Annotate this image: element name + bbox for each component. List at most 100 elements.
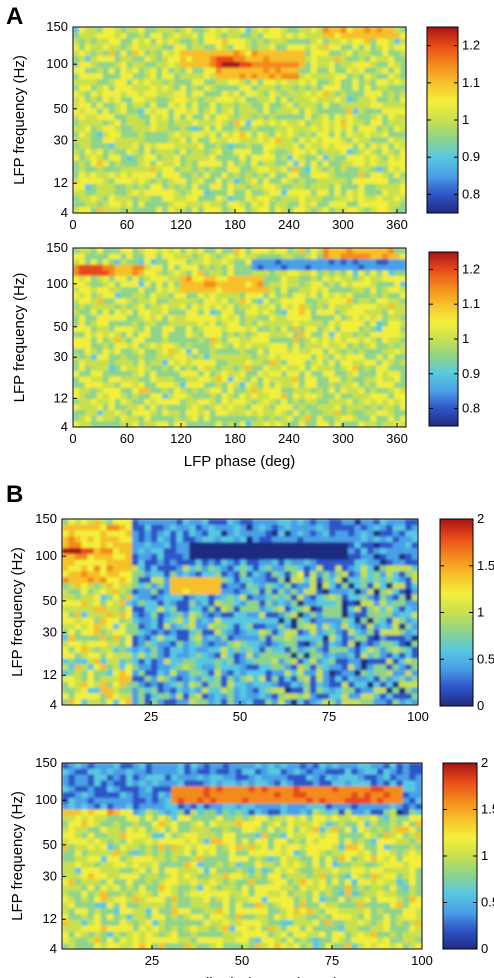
heatmap-cell [233,102,241,109]
heatmap-cell [73,287,80,294]
heatmap-cell [328,85,336,92]
heatmap-cell [298,131,306,139]
heatmap-cell [191,303,199,311]
colorbar-tick-label: 1 [462,331,469,346]
heatmap-cell [96,143,104,150]
heatmap-cell [290,652,298,660]
heatmap-cell [298,38,306,46]
heatmap-cell [215,90,223,98]
heatmap-cell [156,114,163,121]
heatmap-cell [120,85,128,92]
heatmap-cell [281,102,288,109]
heatmap-cell [73,125,80,133]
heatmap-cell [322,298,330,305]
heatmap-cell [170,670,178,677]
heatmap-cell [100,629,108,636]
heatmap-cell [394,50,401,57]
heatmap-cell [176,646,184,654]
heatmap-cell [144,641,152,648]
heatmap-cell [102,281,110,288]
heatmap-cell [370,73,377,80]
heatmap-cell [203,96,211,104]
heatmap-cell [197,102,205,109]
heatmap-cell [257,376,264,383]
heatmap-cell [370,85,377,92]
heatmap-cell [263,90,270,98]
heatmap-cell [214,582,222,590]
heatmap-cell [290,658,298,665]
heatmap-cell [78,399,86,406]
heatmap-cell [221,281,229,288]
heatmap-cell [144,137,151,144]
heatmap-cell [352,259,360,266]
heatmap-cell [293,183,300,191]
heatmap-cell [120,415,128,422]
heatmap-cell [233,606,241,613]
heatmap-cell [78,137,86,144]
heatmap-cell [114,73,122,80]
heatmap-cell [191,315,199,322]
heatmap-cell [102,348,110,355]
heatmap-cell [281,287,288,294]
heatmap-cell [376,131,383,139]
heatmap-cell [221,287,229,294]
heatmap-cell [73,143,80,150]
heatmap-cell [90,195,98,202]
heatmap-cell [346,354,354,361]
heatmap-cell [278,565,286,572]
heatmap-cell [281,354,288,361]
y-tick-label: 12 [54,175,68,190]
heatmap-cell [221,343,229,350]
heatmap-cell [156,359,163,367]
heatmap-cell [189,606,197,613]
heatmap-cell [74,693,82,700]
heatmap-cell [215,44,223,51]
heatmap-cell [87,664,95,671]
heatmap-cell [400,90,406,98]
heatmap-cell [96,253,104,260]
heatmap-cell [78,195,86,202]
heatmap-cell [203,343,211,350]
heatmap-cell [394,287,401,294]
heatmap-cell [263,348,270,355]
heatmap-cell [316,79,324,86]
heatmap-cell [233,108,241,115]
heatmap-cell [227,275,235,283]
heatmap-cell [275,108,282,115]
heatmap-cell [126,149,134,156]
heatmap-cell [316,559,324,567]
heatmap-cell [201,699,209,705]
heatmap-cell [119,687,127,694]
heatmap-cell [215,281,223,288]
heatmap-cell [197,85,205,92]
heatmap-cell [93,629,101,636]
heatmap-cell [322,85,330,92]
heatmap-cell [90,270,98,277]
heatmap-cell [203,125,211,133]
x-tick-label: 300 [332,431,354,446]
heatmap-cell [185,38,193,46]
heatmap-cell [310,259,318,266]
heatmap-cell [185,166,193,173]
heatmap-cell [180,166,187,173]
heatmap-cell [334,114,342,121]
heatmap-cell [203,264,211,271]
heatmap-cell [102,404,110,411]
heatmap-cell [304,421,312,427]
heatmap-cell [340,172,348,179]
heatmap-cell [197,32,205,40]
heatmap-cell [131,623,139,631]
heatmap-cell [263,189,270,197]
heatmap-cell [131,530,139,538]
heatmap-cell [290,548,298,555]
heatmap-cell [290,600,298,607]
heatmap-cell [340,201,348,208]
heatmap-cell [340,399,348,406]
heatmap-cell [269,137,276,144]
heatmap-cell [340,90,348,98]
heatmap-cell [265,588,273,596]
heatmap-cell [62,548,69,555]
heatmap-cell [203,183,211,191]
heatmap-cell [185,189,193,197]
heatmap-cell [269,183,276,191]
